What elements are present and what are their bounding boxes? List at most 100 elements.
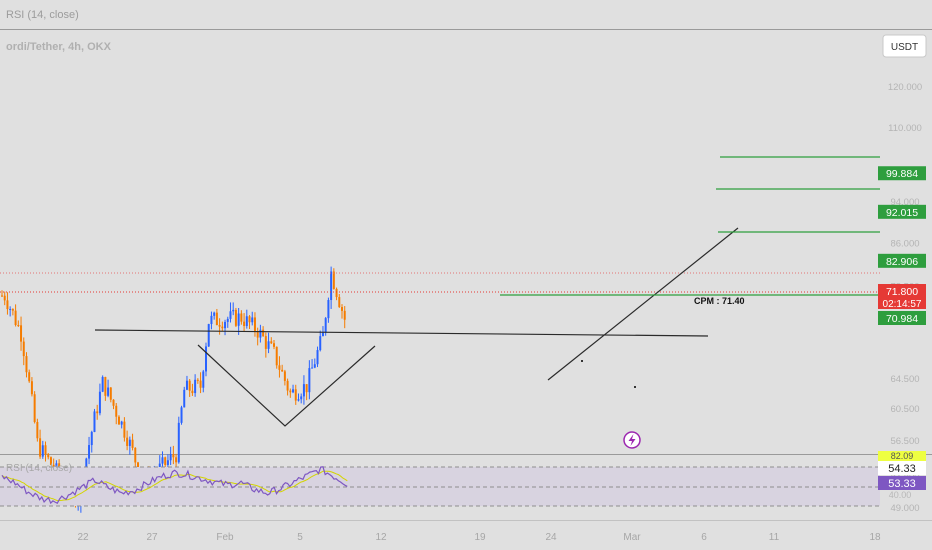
countdown-label: 02:14:57 (883, 299, 922, 310)
top-indicator-label: RSI (14, close) (6, 9, 79, 21)
symbol-label[interactable]: ordi/Tether, 4h, OKX (6, 41, 112, 53)
price-level-label: 99.884 (886, 168, 918, 180)
candle-body (96, 411, 99, 414)
candle-body (243, 321, 246, 327)
candle-body (164, 457, 167, 465)
marker-dot-2 (634, 386, 636, 388)
ascending-trendline[interactable] (547, 227, 739, 381)
candle-body (202, 371, 205, 388)
candle-body (210, 315, 213, 325)
candle-body (47, 454, 50, 458)
candle-body (39, 438, 42, 457)
candle-body (112, 399, 115, 406)
candle-body (338, 297, 341, 308)
head-v-pattern[interactable] (197, 344, 376, 427)
candle-body (215, 312, 218, 326)
candle-body (6, 300, 9, 310)
candle-body (335, 288, 338, 298)
candle-body (14, 310, 17, 326)
price-tick: 60.500 (890, 404, 919, 415)
rsi-primary-tag (878, 461, 926, 475)
time-tick: 18 (869, 532, 881, 543)
candle-body (311, 367, 314, 369)
currency-label: USDT (891, 42, 918, 53)
candle-body (169, 454, 172, 461)
time-tick: 6 (701, 532, 707, 543)
candle-body (283, 371, 286, 381)
candle-body (120, 421, 123, 425)
candle-body (270, 341, 273, 344)
candle-body (123, 421, 126, 438)
candle-body (278, 365, 281, 370)
candle-body (25, 356, 28, 373)
candle-body (207, 324, 210, 347)
neckline[interactable] (94, 329, 709, 337)
candles (1, 266, 346, 513)
candle-body (126, 437, 129, 446)
rsi-pane[interactable]: RSI (14, close) 82.09 54.33 53.33 40.00 (0, 451, 926, 507)
candle-body (305, 384, 308, 393)
candle-body (330, 271, 333, 301)
rsi-value-primary: 54.33 (888, 463, 916, 475)
candle-body (134, 447, 137, 463)
candle-body (49, 457, 52, 465)
candle-body (245, 316, 248, 327)
price-level-label: 71.800 (886, 286, 918, 298)
candle-body (308, 368, 311, 393)
time-tick: 22 (77, 532, 89, 543)
candle-body (234, 309, 237, 326)
price-level-tag (878, 253, 926, 268)
candle-body (44, 445, 47, 455)
candle-body (93, 411, 96, 432)
time-tick: 5 (297, 532, 303, 543)
candle-body (180, 407, 183, 423)
drawings[interactable]: CPM : 71.40 (0, 156, 880, 427)
candle-body (226, 318, 229, 322)
candle-body (273, 343, 275, 347)
time-tick: Mar (623, 532, 641, 543)
candle-body (332, 271, 335, 289)
candle-body (229, 311, 232, 319)
candle-body (109, 387, 112, 400)
time-tick: Feb (216, 532, 234, 543)
candle-body (88, 445, 91, 459)
candle-body (302, 384, 305, 397)
candle-body (1, 295, 3, 297)
candle-body (128, 439, 131, 446)
price-level-label: 92.015 (886, 207, 918, 219)
candle-body (183, 389, 186, 408)
rsi-line (1, 466, 348, 505)
time-axis[interactable]: 22 27 Feb 5 12 19 24 Mar 6 11 18 (77, 532, 881, 543)
candle-body (300, 396, 303, 400)
candle-body (55, 463, 58, 470)
price-tick: 94.000 (890, 197, 919, 208)
candle-body (319, 336, 322, 351)
currency-button[interactable]: USDT (882, 34, 927, 58)
candle-body (256, 331, 259, 338)
countdown-tag (878, 297, 926, 309)
candle-body (172, 454, 175, 458)
candle-body (324, 318, 327, 333)
candle-body (343, 310, 346, 320)
flash-icon[interactable] (623, 431, 641, 449)
candle-body (232, 309, 235, 312)
rsi-level-top-tag (878, 451, 926, 461)
time-tick: 24 (545, 532, 557, 543)
candle-body (281, 369, 284, 372)
candle-body (117, 416, 120, 425)
candle-body (98, 391, 101, 414)
candle-body (213, 312, 216, 316)
candle-body (22, 341, 25, 357)
candle-body (166, 460, 169, 465)
price-tick: 64.500 (890, 374, 919, 385)
rsi-label: RSI (14, close) (6, 463, 72, 474)
candle-body (20, 325, 23, 342)
candle-body (131, 439, 134, 448)
candle-body (104, 376, 107, 396)
candle-body (115, 405, 118, 417)
candle-body (188, 380, 191, 391)
candle-body (199, 380, 202, 388)
time-tick: 12 (375, 532, 387, 543)
